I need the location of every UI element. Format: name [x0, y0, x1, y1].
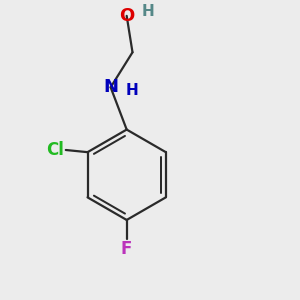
- Text: F: F: [121, 240, 132, 258]
- Text: Cl: Cl: [46, 141, 64, 159]
- Text: N: N: [103, 78, 118, 96]
- Text: O: O: [119, 7, 134, 25]
- Text: H: H: [126, 83, 139, 98]
- Text: H: H: [142, 4, 155, 19]
